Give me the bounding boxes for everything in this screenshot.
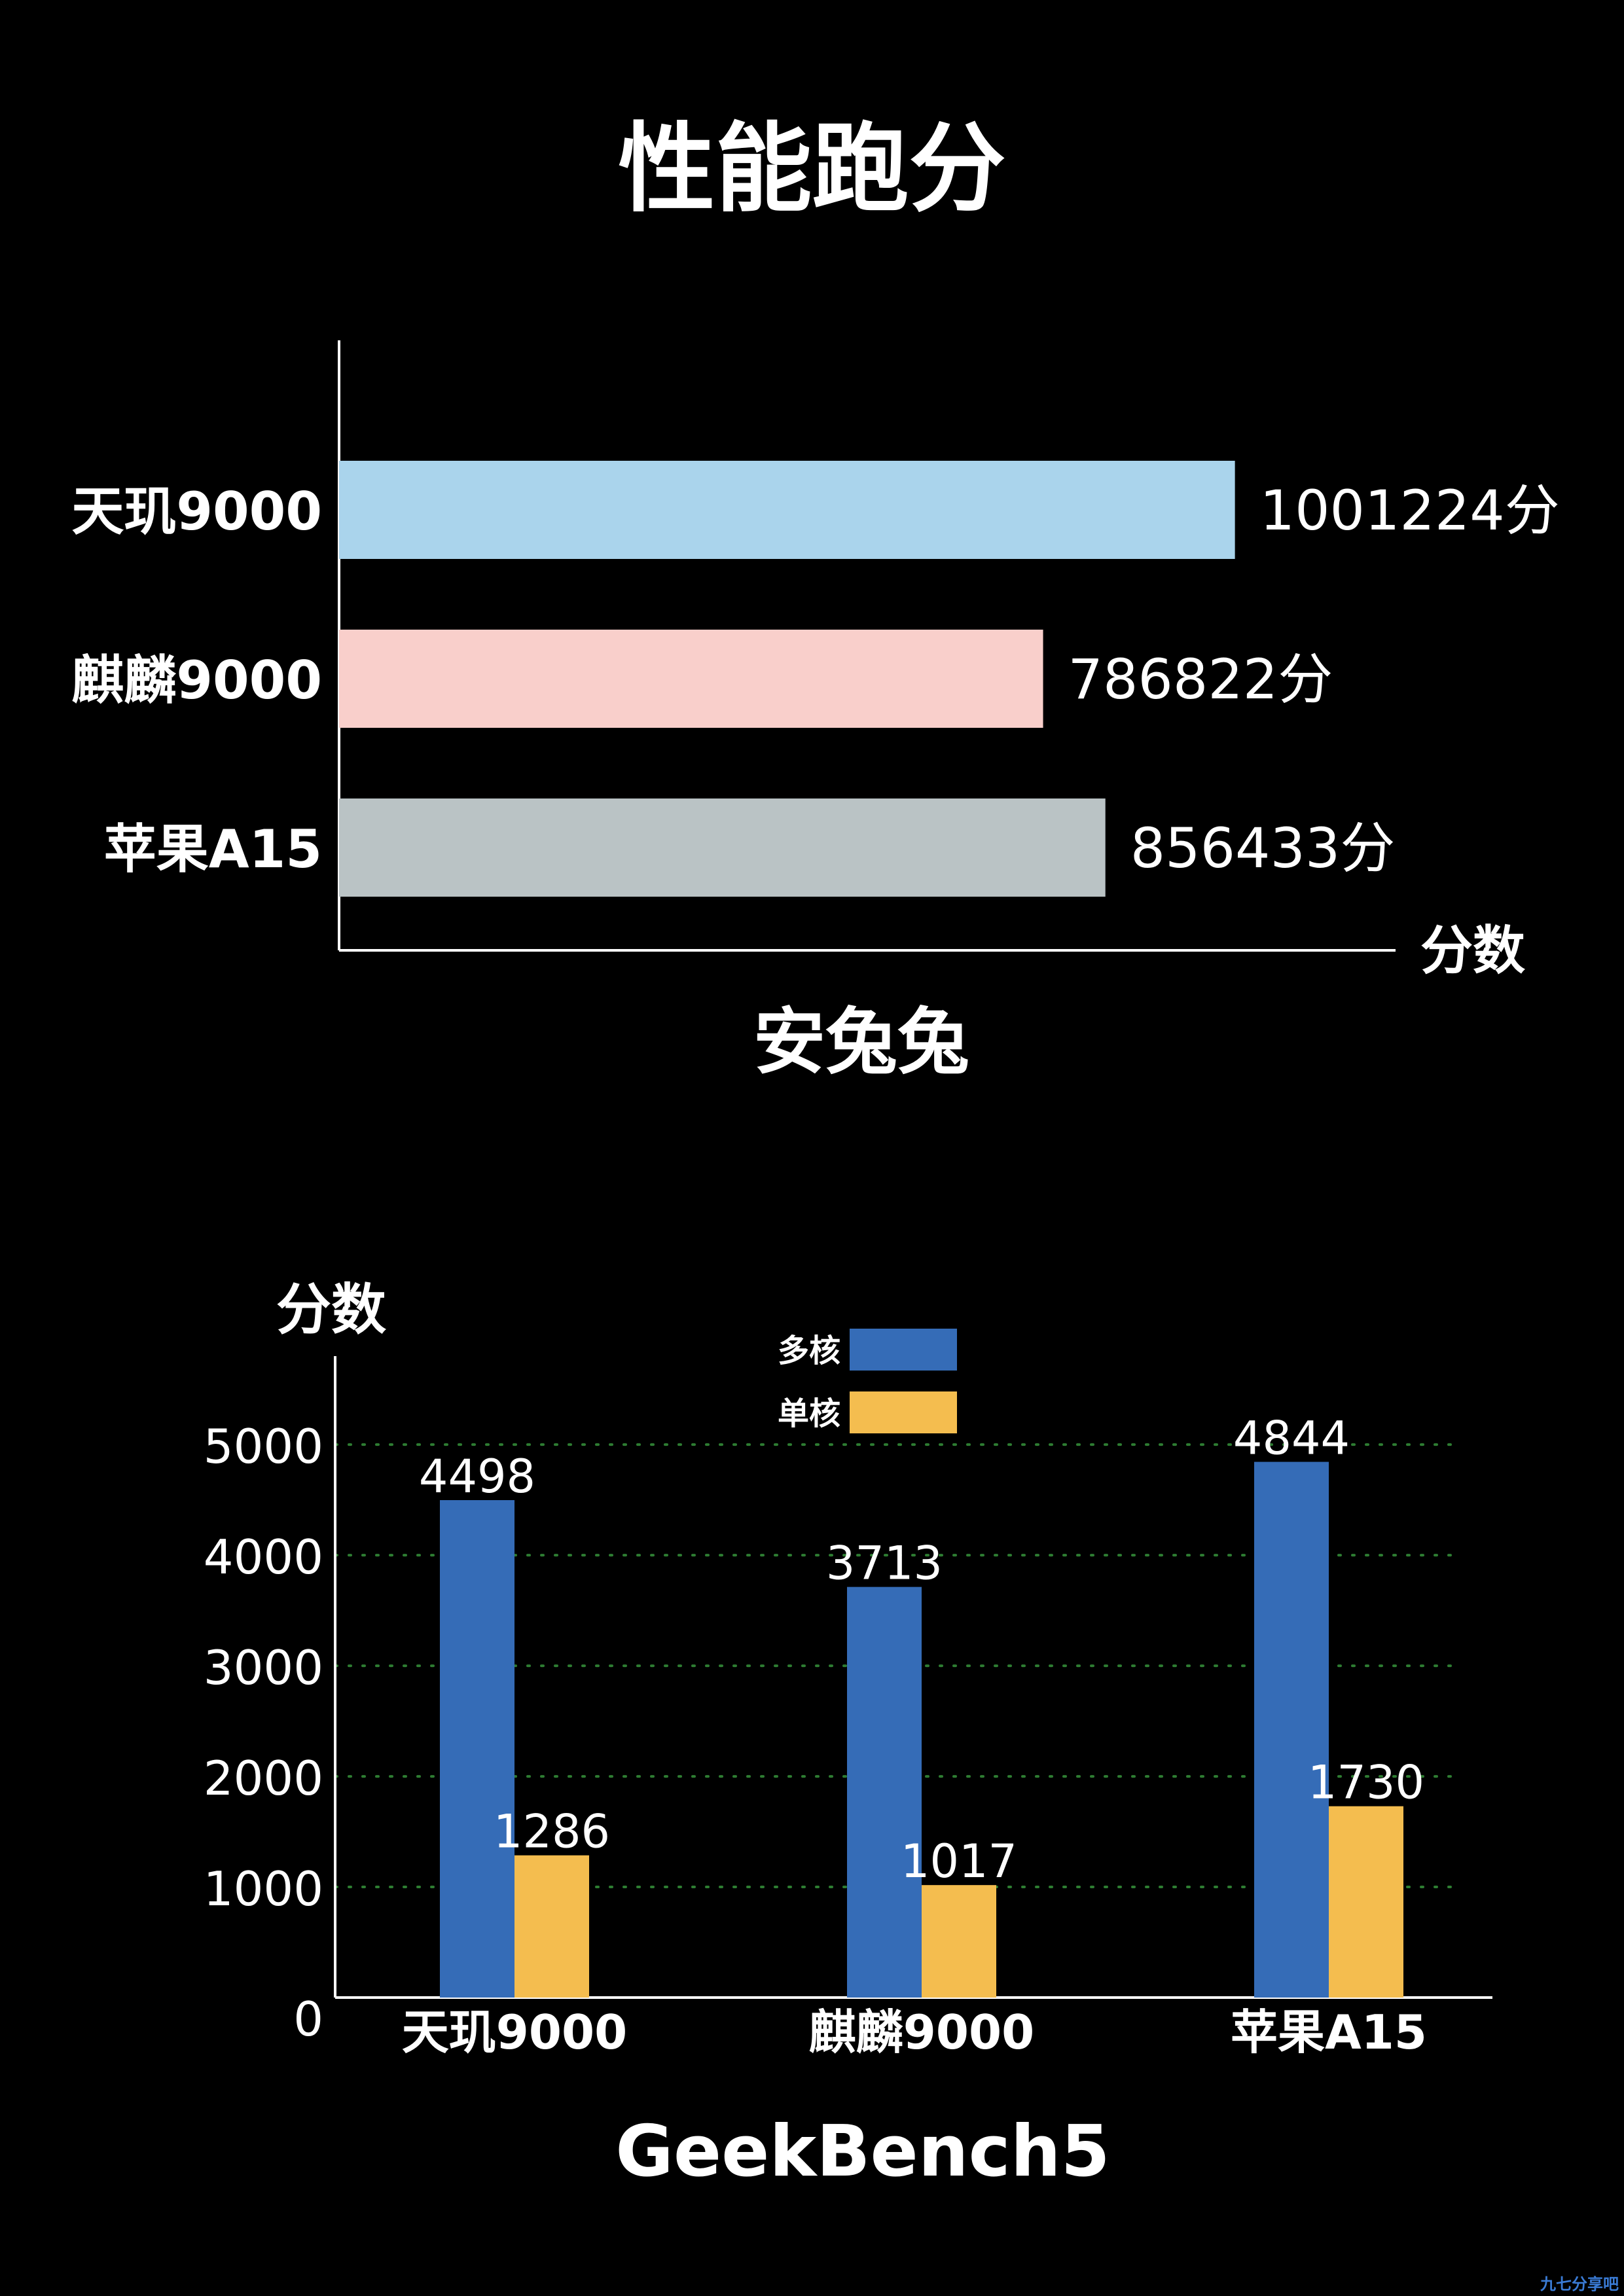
legend-swatch [850, 1391, 957, 1433]
category-label: 苹果A15 [1231, 2005, 1427, 2060]
y-tick-label: 2000 [204, 1751, 323, 1806]
data-label: 1730 [1308, 1756, 1424, 1810]
single-core-bar [514, 1855, 589, 1998]
antutu-bar [339, 630, 1043, 728]
chart-title: GeekBench5 [615, 2111, 1110, 2193]
data-label: 786822分 [1068, 647, 1333, 711]
y-tick-label: 5000 [204, 1419, 323, 1474]
antutu-bar [339, 461, 1235, 559]
multi-core-bar [847, 1587, 922, 1998]
page-title: 性能跑分 [618, 113, 1006, 225]
category-label: 麒麟9000 [71, 650, 322, 711]
y-tick-label: 3000 [204, 1640, 323, 1695]
data-label: 4844 [1233, 1412, 1350, 1465]
legend-label: 单核 [778, 1395, 840, 1432]
multi-core-bar [440, 1499, 514, 1998]
chart-title: 安兔兔 [753, 1000, 969, 1084]
y-axis-label: 分数 [276, 1278, 386, 1342]
single-core-bar [922, 1885, 996, 1998]
data-label: 1017 [901, 1835, 1017, 1888]
legend-swatch [850, 1329, 957, 1371]
legend-label: 多核 [778, 1333, 840, 1369]
antutu-bar [339, 798, 1106, 897]
category-label: 天玑9000 [71, 481, 322, 542]
category-label: 天玑9000 [402, 2005, 627, 2060]
watermark-logo: 九七分享吧 [1540, 2275, 1619, 2293]
data-label: 1001224分 [1260, 478, 1560, 543]
category-label: 麒麟9000 [809, 2005, 1034, 2060]
data-label: 1286 [494, 1805, 610, 1859]
y-tick-label: 1000 [204, 1861, 323, 1916]
data-label: 856433分 [1130, 816, 1396, 880]
data-label: 3713 [826, 1537, 943, 1590]
multi-core-bar [1254, 1462, 1329, 1998]
data-label: 4498 [419, 1450, 535, 1503]
category-label: 苹果A15 [104, 819, 322, 880]
y-tick-label: 0 [293, 1992, 323, 2047]
y-tick-label: 4000 [204, 1530, 323, 1585]
single-core-bar [1329, 1806, 1403, 1998]
x-axis-label: 分数 [1420, 920, 1525, 981]
